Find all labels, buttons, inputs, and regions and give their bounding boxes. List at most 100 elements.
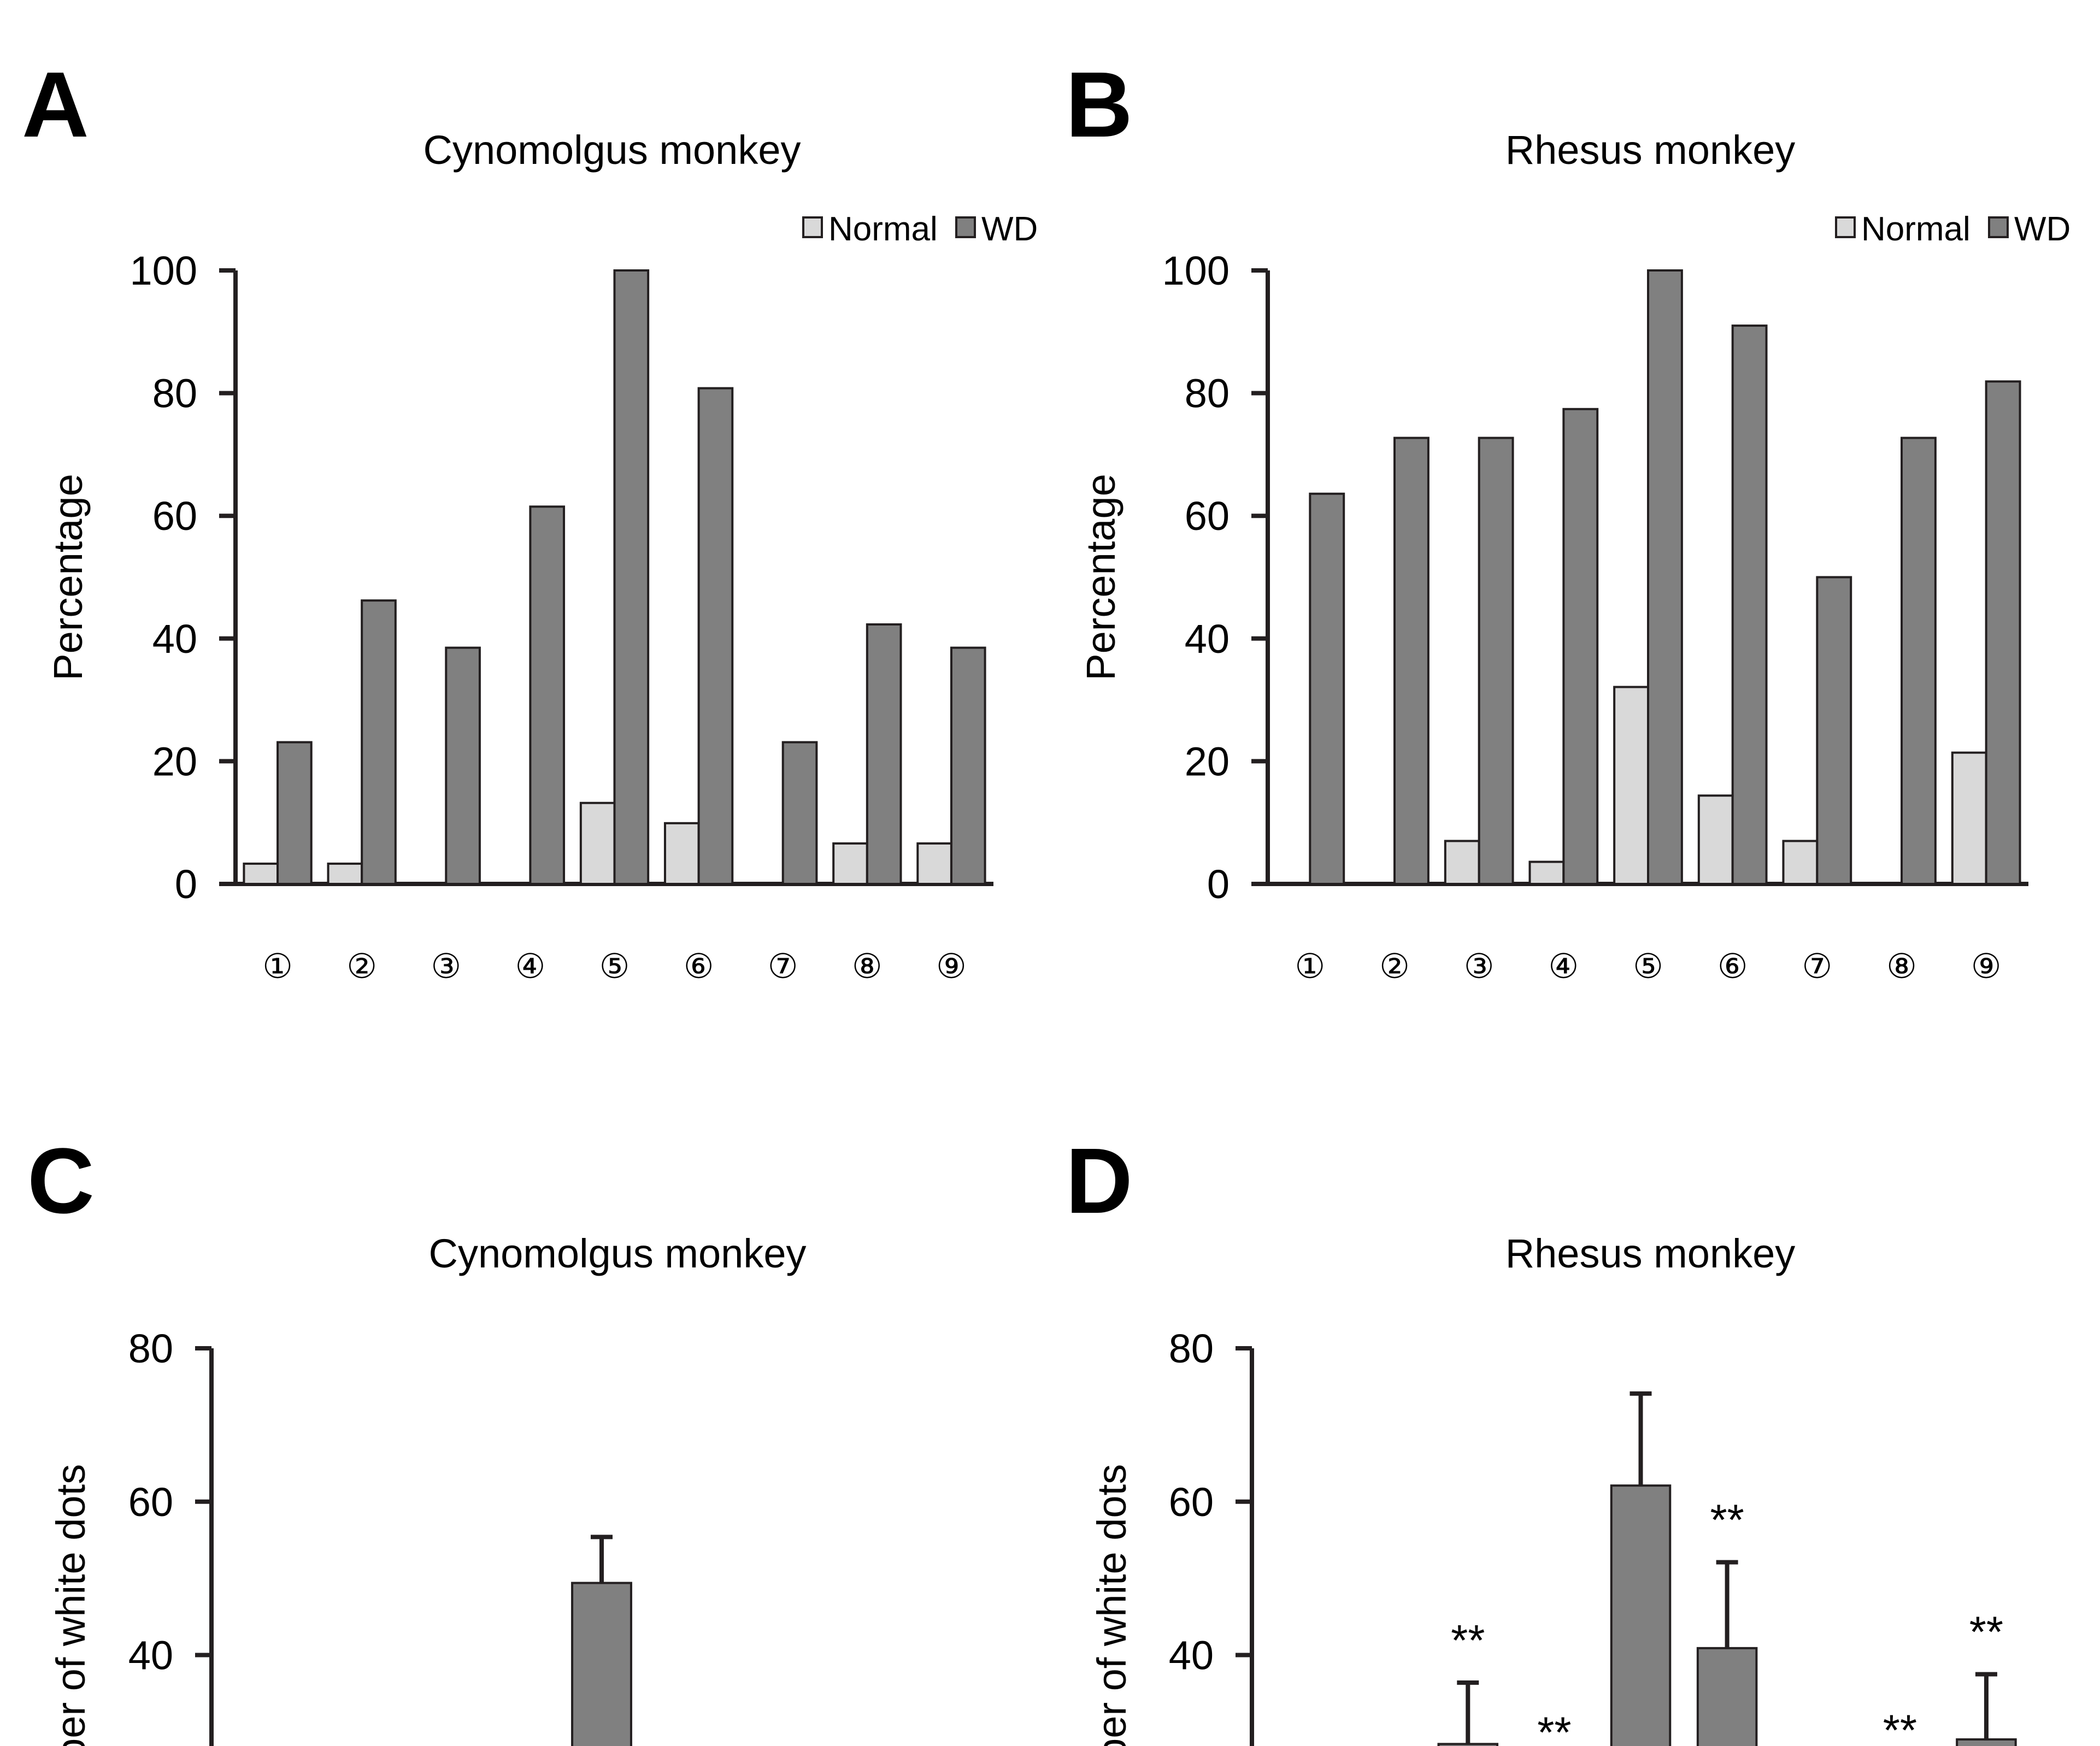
x-tick-label: ⑧	[852, 946, 883, 986]
y-axis-label: Percentage	[1078, 474, 1123, 681]
x-tick-label: ④	[515, 946, 546, 986]
legend-label-wd: WD	[2014, 210, 2070, 248]
y-axis-label: Number of white dots	[1089, 1464, 1134, 1746]
significance-mark: **	[1969, 1608, 2003, 1656]
y-axis-label: Percentage	[45, 474, 91, 681]
significance-mark: **	[1710, 1496, 1744, 1544]
bar-wd-7	[781, 741, 818, 886]
bar-wd-8	[1901, 436, 1937, 885]
x-tick-label: ②	[346, 946, 377, 986]
panel-letter: B	[1066, 53, 1133, 157]
y-tick-label: 20	[1185, 739, 1230, 784]
x-tick-label: ①	[1295, 946, 1326, 986]
y-tick-label: 0	[1207, 862, 1230, 907]
y-tick-label: 40	[128, 1633, 173, 1678]
legend-label-normal: Normal	[828, 210, 938, 248]
bar-normal-7	[1782, 840, 1819, 886]
x-tick-label: ①	[262, 946, 293, 986]
x-tick-label: ⑦	[768, 946, 798, 986]
significance-mark: **	[1451, 1616, 1485, 1665]
legend-label-wd: WD	[981, 210, 1038, 248]
bar-normal-6	[1697, 794, 1734, 885]
x-tick-label: ⑨	[936, 946, 967, 986]
y-tick-label: 100	[130, 248, 197, 293]
chart-title: Cynomolgus monkey	[423, 127, 801, 173]
bar-wd-7	[1816, 576, 1852, 885]
bar-wd-1	[277, 741, 313, 886]
y-tick-label: 20	[152, 739, 197, 784]
y-tick-label: 80	[128, 1326, 173, 1371]
x-tick-label: ⑤	[599, 946, 630, 986]
x-tick-label: ②	[1379, 946, 1410, 986]
bar-normal-9	[916, 842, 952, 885]
bar-wd-1	[1309, 492, 1345, 885]
bar-normal-6	[663, 822, 700, 885]
panel-letter: A	[22, 53, 89, 157]
bar-wd-6	[1731, 325, 1768, 885]
panel-letter: C	[27, 1129, 95, 1233]
legend: Normal WD	[1835, 210, 2070, 248]
x-tick-label: ⑤	[1633, 946, 1663, 986]
bar-wd-4	[1562, 408, 1599, 885]
y-tick-label: 80	[152, 371, 197, 416]
bar-wd-3	[445, 646, 481, 886]
bar-5	[571, 1582, 632, 1746]
x-tick-label: ③	[1464, 946, 1495, 986]
y-tick-label: 40	[1169, 1633, 1214, 1678]
x-tick-label: ③	[431, 946, 461, 986]
legend: Normal WD	[802, 210, 1038, 248]
legend-swatch-wd	[955, 216, 976, 238]
legend-swatch-normal	[802, 216, 823, 238]
bar-normal-8	[832, 842, 868, 885]
bar-normal-4	[1528, 860, 1565, 886]
significance-mark: **	[1883, 1706, 1917, 1746]
bar-wd-5	[1647, 269, 1683, 885]
y-tick-label: 60	[1185, 493, 1230, 539]
legend-swatch-wd	[1988, 216, 2009, 238]
y-tick-label: 80	[1185, 371, 1230, 416]
bar-wd-2	[361, 599, 397, 885]
y-tick-label: 60	[128, 1479, 173, 1525]
bar-3	[1437, 1743, 1499, 1746]
bar-wd-5	[613, 269, 650, 885]
bar-wd-9	[950, 646, 986, 886]
y-tick-label: 80	[1169, 1326, 1214, 1371]
bar-normal-9	[1951, 751, 1987, 885]
bar-6	[1696, 1647, 1758, 1746]
y-tick-label: 60	[1169, 1479, 1214, 1525]
y-axis-label: Number of white dots	[48, 1464, 93, 1746]
y-tick-label: 100	[1162, 248, 1230, 293]
bar-normal-2	[327, 862, 363, 886]
x-tick-label: ⑥	[684, 946, 714, 986]
bar-wd-8	[866, 623, 902, 885]
bar-5	[1610, 1484, 1672, 1746]
y-tick-label: 40	[152, 616, 197, 662]
chart-title: Rhesus monkey	[1505, 1231, 1796, 1276]
bar-normal-5	[579, 801, 616, 886]
panel-letter: D	[1066, 1129, 1133, 1233]
x-tick-label: ④	[1549, 946, 1579, 986]
chart-title: Cynomolgus monkey	[429, 1231, 807, 1276]
bar-wd-3	[1478, 436, 1514, 885]
bar-normal-5	[1613, 686, 1649, 885]
x-tick-label: ⑥	[1717, 946, 1748, 986]
x-tick-label: ⑦	[1802, 946, 1833, 986]
legend-swatch-normal	[1835, 216, 1856, 238]
y-tick-label: 0	[175, 862, 197, 907]
x-tick-label: ⑨	[1971, 946, 2002, 986]
y-tick-label: 60	[152, 493, 197, 539]
y-tick-label: 40	[1185, 616, 1230, 662]
chart-title: Rhesus monkey	[1505, 127, 1796, 173]
panel-a: A Cynomolgus monkey Percentage 0 20 40 60 80 100…	[22, 53, 1038, 986]
significance-mark: **	[1364, 1739, 1398, 1746]
bar-wd-4	[529, 505, 566, 885]
bar-normal-1	[243, 862, 279, 886]
legend-label-normal: Normal	[1861, 210, 1970, 248]
bar-9	[1956, 1738, 2017, 1746]
x-tick-label: ⑧	[1886, 946, 1917, 986]
bar-wd-9	[1985, 380, 2021, 885]
panel-b: B Rhesus monkey Percentage 0 20 40 60 80 100 ① ② ③ ④…	[1066, 53, 2070, 986]
